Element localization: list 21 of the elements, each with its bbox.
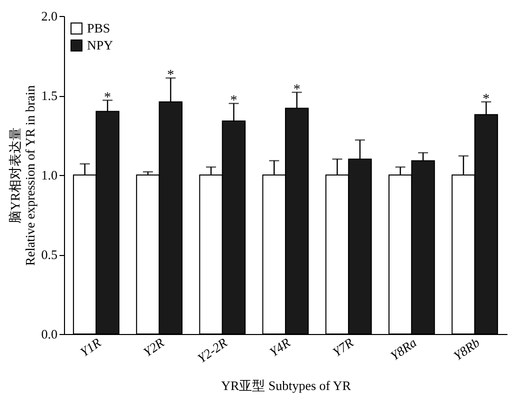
y-tick-label: 1.5 <box>41 88 58 103</box>
x-tick-label: Y7R <box>330 334 356 360</box>
x-tick-label: Y2R <box>140 334 167 360</box>
x-tick-label: Y8Ra <box>387 334 420 364</box>
y-tick-label: 0.5 <box>41 247 58 262</box>
legend-label: NPY <box>87 38 114 52</box>
annotation: * <box>167 68 174 84</box>
legend-label: PBS <box>87 20 110 36</box>
x-tick-label: Y1R <box>77 334 104 360</box>
y-tick-label: 2.0 <box>41 8 58 24</box>
y-tick-label: 0.0 <box>41 326 58 342</box>
x-axis-title: YR亚型 Subtypes of YR <box>221 378 352 393</box>
annotation: * <box>482 92 490 107</box>
annotation: * <box>230 93 238 108</box>
x-tick-label: Y4R <box>266 334 294 360</box>
y-tick-label: 1.0 <box>41 168 58 182</box>
text: Relative expression of YR in brain <box>22 85 38 266</box>
annotation: * <box>293 82 300 98</box>
x-tick-label: Y8Rb <box>450 334 483 364</box>
annotation: * <box>104 90 112 106</box>
text: 脑YR相对表达量 <box>7 127 22 224</box>
